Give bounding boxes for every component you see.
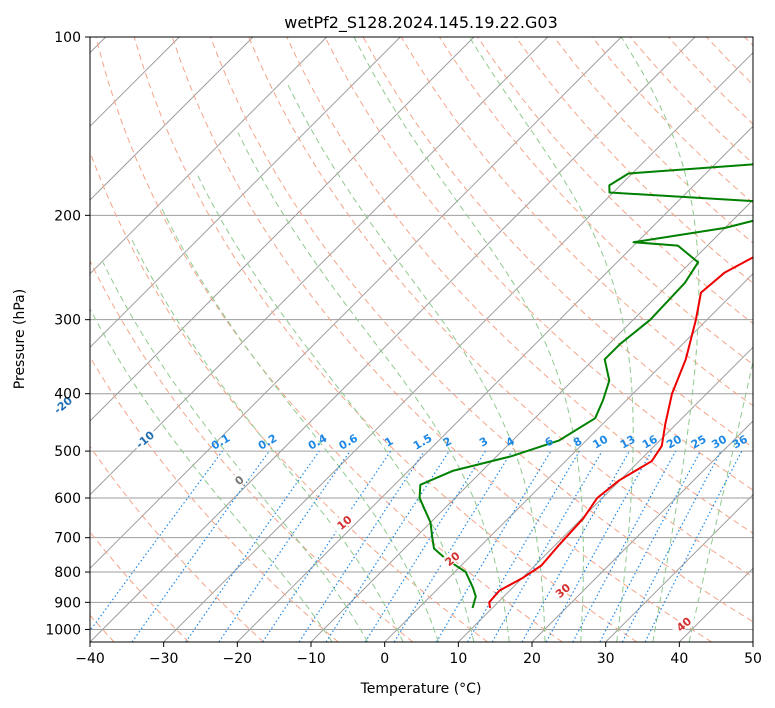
x-tick-label: 40 <box>670 651 688 667</box>
mixing-ratio-line <box>131 450 270 642</box>
dry-adiabats <box>90 37 753 642</box>
dry-adiabat-line <box>90 259 414 642</box>
plot-frame <box>89 36 754 643</box>
x-tick-label: −10 <box>296 651 326 667</box>
moist-adiabat-line <box>620 37 700 642</box>
y-tick-label: 100 <box>54 30 81 46</box>
mixing-ratio-line <box>262 450 392 642</box>
x-axis-label: Temperature (°C) <box>360 681 482 697</box>
y-tick-label: 200 <box>54 208 81 224</box>
mixing-ratio-line <box>185 450 320 642</box>
dry-adiabat-line <box>90 356 339 642</box>
dry-adiabat-line <box>248 37 753 578</box>
mixing-ratio-lines <box>90 450 743 642</box>
x-tick-label: 10 <box>449 651 467 667</box>
x-tick-label: 30 <box>597 651 615 667</box>
mixing-ratio-line <box>218 450 351 642</box>
moist-adiabat-line <box>688 358 753 642</box>
x-tick-label: −20 <box>223 651 253 667</box>
dry-adiabat-line <box>90 445 264 642</box>
y-tick-label: 500 <box>54 444 81 460</box>
isotherm-line <box>457 346 753 642</box>
x-tick-label: 0 <box>380 651 389 667</box>
isotherm-line <box>90 37 475 422</box>
moist-adiabat-line <box>90 308 333 642</box>
y-tick-label: 600 <box>54 491 81 507</box>
mixing-ratio-line <box>90 450 223 632</box>
isotherm-line <box>90 37 328 275</box>
y-tick-label: 800 <box>54 565 81 581</box>
plot-area <box>90 37 753 642</box>
moist-adiabat-line <box>161 208 439 642</box>
isotherms <box>90 37 753 642</box>
profile-series <box>418 163 753 609</box>
adiabat-label-background <box>549 577 576 603</box>
y-tick-label: 900 <box>54 595 81 611</box>
mixing-ratio-line <box>572 450 677 642</box>
moist-adiabat-line <box>237 132 510 642</box>
chart-title: wetPf2_S128.2024.145.19.22.G03 <box>284 13 558 33</box>
dry-adiabat-line <box>95 37 563 642</box>
isotherm-line <box>90 37 254 201</box>
adiabat-label-background <box>225 467 252 492</box>
dewpoint-profile-line <box>418 163 753 609</box>
y-tick-label: 1000 <box>45 622 81 638</box>
x-tick-label: 20 <box>523 651 541 667</box>
dry-adiabat-line <box>324 37 753 491</box>
y-tick-label: 300 <box>54 313 81 329</box>
y-tick-label: 400 <box>54 387 81 403</box>
dry-adiabat-line <box>515 37 753 284</box>
moist-adiabat-line <box>131 239 404 642</box>
moist-adiabats <box>90 37 753 642</box>
x-tick-label: −40 <box>75 651 105 667</box>
isotherm-line <box>163 51 753 642</box>
isotherm-line <box>90 37 401 349</box>
moist-adiabat-line <box>196 173 475 642</box>
moist-adiabat-line <box>287 83 546 642</box>
moist-adiabat-line <box>102 262 369 642</box>
mixing-ratio-line <box>521 450 631 642</box>
x-tick-label: 50 <box>744 651 762 667</box>
mixing-ratio-line <box>325 450 450 642</box>
moist-adiabat-line <box>353 37 584 642</box>
adiabat-label-background <box>330 509 357 535</box>
mixing-ratio-line <box>644 450 743 642</box>
isotherm-line <box>531 420 753 642</box>
isotherm-line <box>384 272 753 642</box>
isotherm-line <box>236 125 753 642</box>
temperature-profile-line <box>488 256 753 609</box>
isotherm-line <box>90 37 622 570</box>
mixing-ratio-line <box>298 450 425 642</box>
y-tick-label: 700 <box>54 531 81 547</box>
isotherm-line <box>90 37 549 496</box>
y-axis-label: Pressure (hPa) <box>12 289 28 389</box>
mixing-ratio-line <box>545 450 653 642</box>
x-axis: −40 −30 −20 −10 0 10 20 30 40 50 <box>75 642 762 667</box>
adiabat-label-background <box>670 611 697 636</box>
y-axis: 100 200 300 400 500 600 700 800 900 1000 <box>45 30 90 638</box>
adiabat-label-background <box>131 426 158 452</box>
dry-adiabat-line <box>210 37 753 623</box>
isotherm-line <box>90 37 696 642</box>
adiabat-label-background <box>49 391 76 417</box>
dry-adiabat-line <box>133 37 638 642</box>
plot-area-background <box>90 37 753 642</box>
isotherm-line <box>605 493 753 642</box>
x-tick-label: −30 <box>149 651 179 667</box>
mixing-ratio-line <box>393 450 513 642</box>
dry-adiabat-line <box>171 37 712 642</box>
adiabat-label-background <box>438 545 465 571</box>
dry-adiabat-line <box>286 37 753 534</box>
